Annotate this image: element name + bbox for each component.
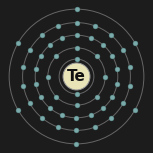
Circle shape bbox=[63, 63, 90, 90]
Text: Te: Te bbox=[67, 69, 86, 84]
